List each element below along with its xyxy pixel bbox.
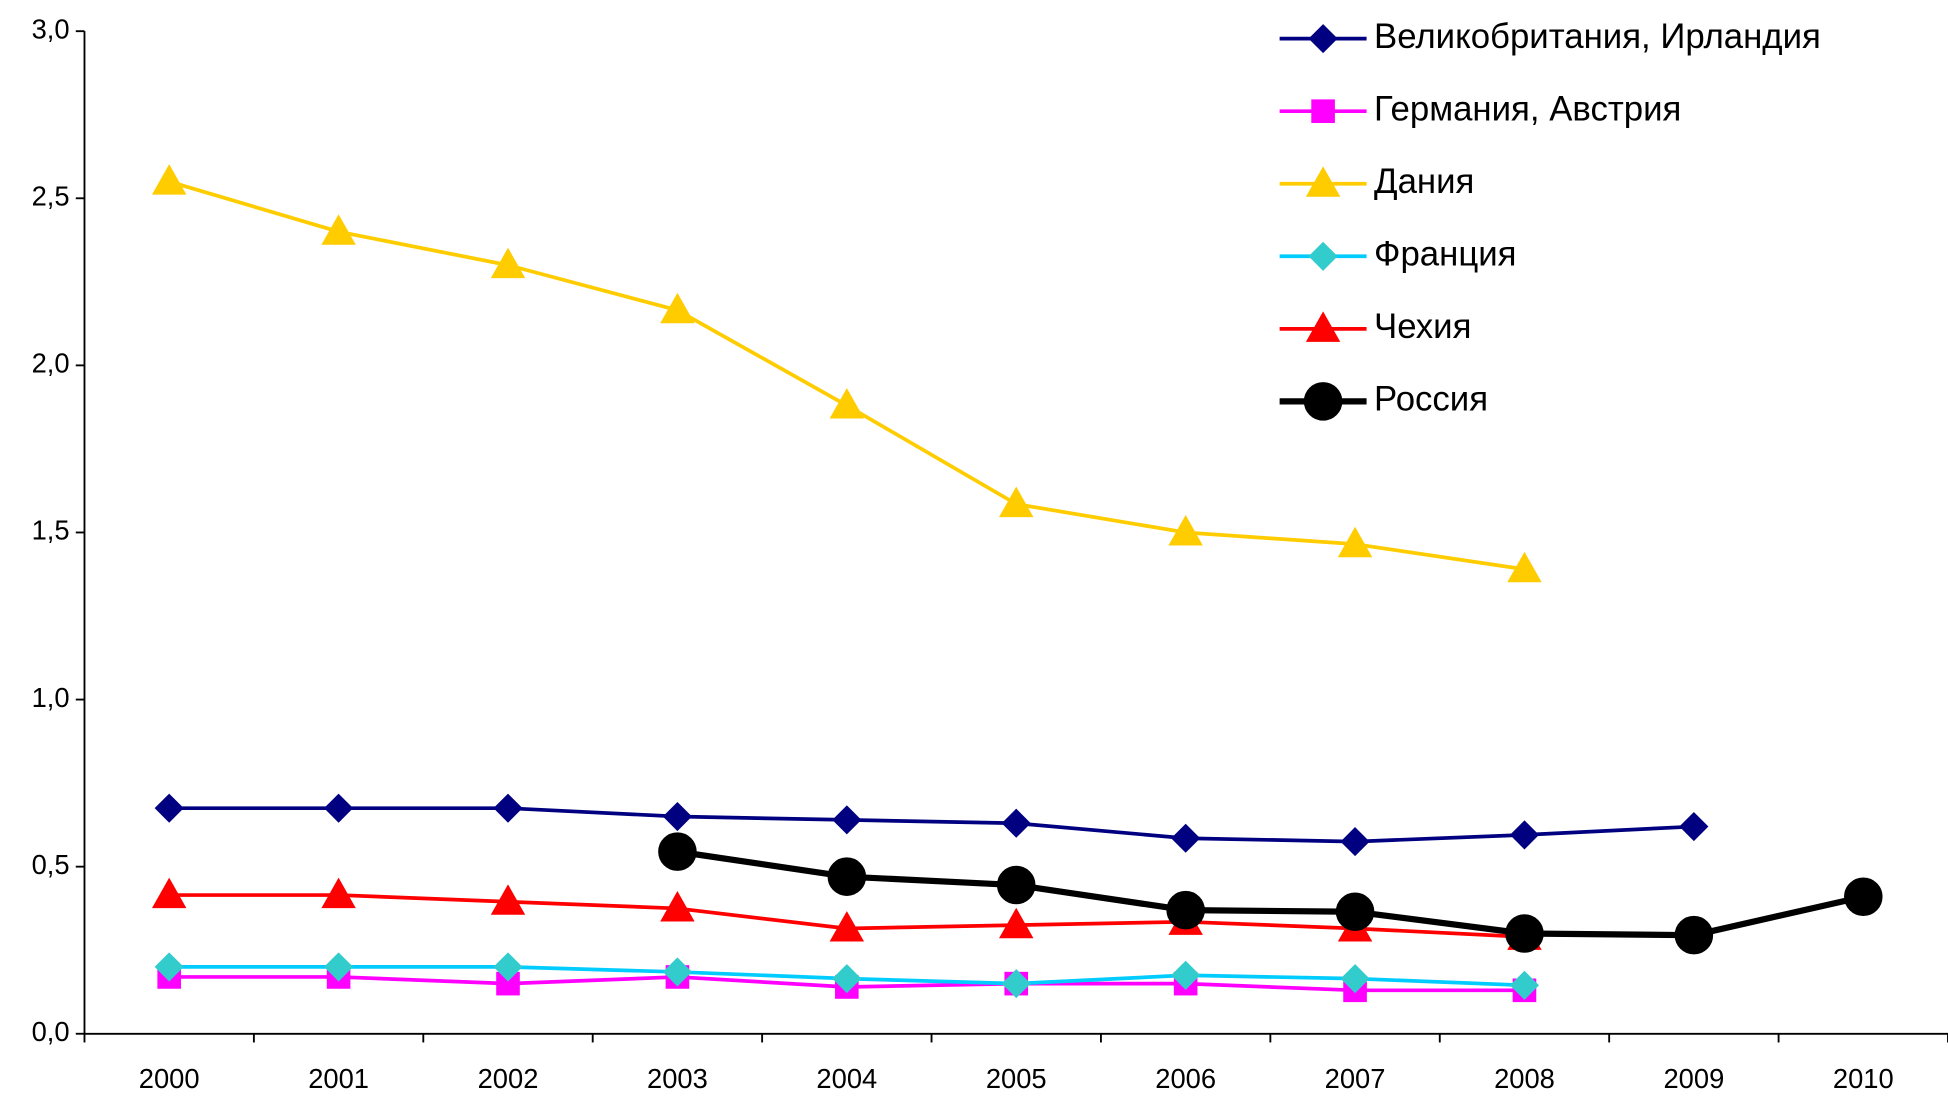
y-tick-label: 0,5 bbox=[32, 849, 70, 880]
marker bbox=[662, 801, 692, 832]
marker bbox=[154, 793, 184, 823]
marker bbox=[660, 292, 695, 324]
marker bbox=[1340, 964, 1370, 994]
x-tick-label: 2007 bbox=[1325, 1063, 1386, 1094]
marker bbox=[493, 793, 523, 823]
marker bbox=[996, 865, 1036, 905]
marker bbox=[1001, 969, 1031, 999]
marker bbox=[999, 486, 1034, 518]
marker bbox=[1171, 823, 1201, 853]
marker bbox=[490, 247, 526, 279]
marker bbox=[1507, 551, 1542, 583]
marker bbox=[324, 952, 354, 982]
marker bbox=[154, 952, 184, 982]
marker bbox=[658, 832, 697, 871]
marker bbox=[1674, 915, 1714, 955]
marker bbox=[321, 214, 356, 245]
marker bbox=[1168, 515, 1203, 546]
marker bbox=[324, 793, 354, 823]
x-tick-label: 2002 bbox=[478, 1063, 539, 1094]
marker bbox=[151, 877, 187, 909]
series-line bbox=[168, 179, 1525, 572]
legend-label: Франция bbox=[1374, 235, 1516, 273]
y-tick-label: 3,0 bbox=[32, 13, 70, 44]
marker bbox=[829, 388, 865, 419]
legend-label: Германия, Австрия bbox=[1374, 90, 1681, 128]
marker bbox=[1001, 808, 1031, 838]
y-tick-label: 2,0 bbox=[32, 348, 70, 379]
marker bbox=[321, 877, 356, 909]
marker bbox=[1308, 24, 1338, 54]
marker bbox=[1509, 820, 1540, 850]
x-tick-label: 2006 bbox=[1155, 1063, 1216, 1094]
marker bbox=[1509, 970, 1540, 1000]
marker bbox=[1303, 382, 1343, 421]
marker bbox=[832, 805, 862, 835]
marker bbox=[1844, 877, 1883, 916]
marker bbox=[1337, 526, 1373, 558]
marker bbox=[1308, 241, 1338, 271]
marker bbox=[1305, 166, 1341, 197]
series-line bbox=[676, 848, 1864, 939]
marker bbox=[999, 907, 1034, 939]
marker bbox=[660, 891, 695, 922]
marker bbox=[827, 857, 867, 896]
x-tick-label: 2009 bbox=[1663, 1063, 1724, 1094]
x-tick-label: 2004 bbox=[816, 1063, 877, 1094]
marker bbox=[829, 911, 865, 942]
x-tick-label: 2010 bbox=[1833, 1063, 1894, 1094]
y-tick-label: 1,5 bbox=[32, 515, 70, 546]
marker bbox=[490, 884, 526, 915]
legend-label: Великобритания, Ирландия bbox=[1374, 18, 1821, 56]
marker bbox=[1305, 311, 1341, 342]
marker bbox=[1340, 827, 1370, 857]
marker bbox=[1335, 892, 1375, 932]
y-tick-label: 2,5 bbox=[32, 180, 70, 211]
x-tick-label: 2000 bbox=[139, 1063, 200, 1094]
marker bbox=[1166, 890, 1205, 930]
marker bbox=[662, 957, 692, 987]
y-tick-label: 0,0 bbox=[32, 1016, 70, 1047]
marker bbox=[832, 964, 862, 994]
marker bbox=[1679, 812, 1709, 842]
marker bbox=[1171, 960, 1201, 990]
marker bbox=[493, 952, 523, 982]
legend-label: Россия bbox=[1374, 381, 1488, 419]
marker bbox=[1311, 99, 1335, 123]
marker bbox=[151, 164, 187, 195]
x-tick-label: 2001 bbox=[308, 1063, 369, 1094]
x-tick-label: 2005 bbox=[986, 1063, 1047, 1094]
legend-label: Чехия bbox=[1374, 308, 1471, 346]
marker bbox=[1505, 914, 1544, 953]
y-tick-label: 1,0 bbox=[32, 682, 70, 713]
x-tick-label: 2003 bbox=[647, 1063, 708, 1094]
series-line bbox=[169, 806, 1694, 844]
legend-label: Дания bbox=[1374, 163, 1474, 201]
x-tick-label: 2008 bbox=[1494, 1063, 1555, 1094]
